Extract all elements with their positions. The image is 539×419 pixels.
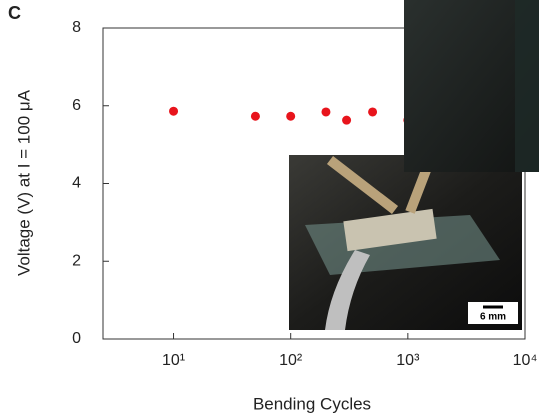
x-tick-label: 10² xyxy=(279,352,303,369)
y-tick-label: 0 xyxy=(72,330,81,347)
x-tick-label: 10⁴ xyxy=(513,352,538,369)
x-axis-label: Bending Cycles xyxy=(253,394,371,413)
point xyxy=(286,111,296,121)
y-tick-label: 6 xyxy=(72,97,81,114)
point xyxy=(342,115,352,125)
photo-edge xyxy=(515,0,539,172)
y-axis-label: Voltage (V) at I = 100 μA xyxy=(14,89,33,276)
y-tick-label: 2 xyxy=(72,252,81,269)
inset-photo: 6 mm xyxy=(289,155,522,330)
x-tick-label: 10³ xyxy=(396,352,420,369)
scale-bar-box xyxy=(468,302,518,324)
point xyxy=(368,107,378,117)
flex-strip xyxy=(325,250,370,330)
y-tick-label: 8 xyxy=(72,19,81,36)
point xyxy=(250,111,260,121)
y-tick-label: 4 xyxy=(72,175,81,192)
point xyxy=(321,107,331,117)
x-tick-label: 10¹ xyxy=(162,352,185,369)
point xyxy=(169,106,179,116)
sample xyxy=(343,208,437,252)
panel-label: C xyxy=(8,3,21,23)
inset-photo-top xyxy=(404,0,539,172)
scale-bar-label: 6 mm xyxy=(480,312,506,323)
